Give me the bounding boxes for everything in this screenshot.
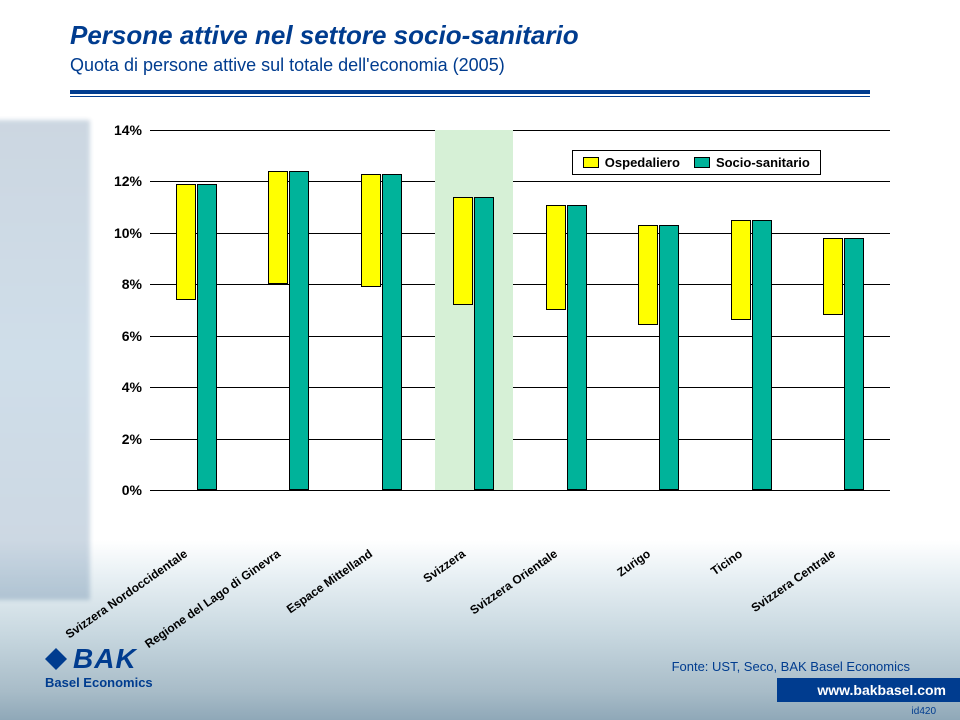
bar [638,225,658,325]
y-tick-label: 6% [100,328,142,344]
grid-line [150,284,890,285]
legend-swatch [583,157,599,168]
bar [659,225,679,490]
decorative-strip [0,120,90,600]
bar-group [546,205,587,490]
y-tick-label: 12% [100,173,142,189]
grid-line [150,181,890,182]
bar [567,205,587,490]
legend-label: Socio-sanitario [716,155,810,170]
grid-line [150,130,890,131]
y-tick-label: 0% [100,482,142,498]
legend-label: Ospedaliero [605,155,680,170]
bar [453,197,473,305]
page-id: id420 [912,706,936,717]
logo-icon [45,648,67,670]
url-bar: www.bakbasel.com [777,678,960,702]
logo-text: BAK [73,643,137,675]
bar [361,174,381,287]
bar [546,205,566,310]
bar [289,171,309,490]
x-tick-label: Ticino [708,547,745,579]
logo-subtext: Basel Economics [45,675,153,690]
legend: Ospedaliero Socio-sanitario [572,150,821,175]
page-title: Persone attive nel settore socio-sanitar… [70,20,920,51]
chart: Svizzera NordoccidentaleRegione del Lago… [100,130,890,560]
source-text: Fonte: UST, Seco, BAK Basel Economics [672,659,910,674]
bar [176,184,196,300]
bar [382,174,402,490]
bar-group [823,238,864,490]
x-tick-label: Espace Mittelland [284,547,375,617]
bar-group [731,220,772,490]
y-tick-label: 14% [100,122,142,138]
bar [268,171,288,284]
bar-group [638,225,679,490]
grid-line [150,336,890,337]
bar-group [453,197,494,490]
footer: BAK Basel Economics Fonte: UST, Seco, BA… [0,630,960,720]
bar [474,197,494,490]
bar [752,220,772,490]
x-axis-labels: Svizzera NordoccidentaleRegione del Lago… [150,490,890,560]
legend-item: Ospedaliero [583,155,680,170]
x-tick-label: Svizzera Centrale [748,547,837,615]
y-tick-label: 2% [100,431,142,447]
header: Persone attive nel settore socio-sanitar… [70,20,920,76]
bar-group [361,174,402,490]
bar [823,238,843,315]
x-tick-label: Zurigo [614,547,653,580]
y-tick-label: 10% [100,225,142,241]
title-rule [70,90,870,97]
y-tick-label: 4% [100,379,142,395]
x-tick-label: Svizzera [420,547,467,586]
grid-line [150,387,890,388]
page-subtitle: Quota di persone attive sul totale dell'… [70,55,920,76]
logo: BAK Basel Economics [45,643,153,690]
bar [844,238,864,490]
plot-area [150,130,890,490]
grid-line [150,439,890,440]
grid-line [150,233,890,234]
bar-group [176,184,217,490]
legend-swatch [694,157,710,168]
bar-group [268,171,309,490]
x-tick-label: Svizzera Orientale [468,547,561,618]
bar [731,220,751,320]
bar [197,184,217,490]
y-tick-label: 8% [100,276,142,292]
legend-item: Socio-sanitario [694,155,810,170]
